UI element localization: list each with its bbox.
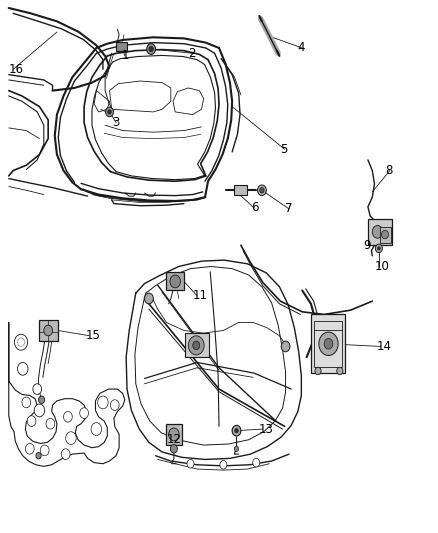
Text: 13: 13 (258, 423, 273, 435)
Circle shape (33, 384, 42, 394)
Circle shape (110, 400, 119, 410)
Bar (380, 227, 391, 243)
Bar (166, 272, 184, 290)
Text: 10: 10 (374, 260, 389, 273)
Circle shape (220, 461, 227, 469)
Circle shape (187, 459, 194, 468)
Bar (314, 321, 342, 367)
Circle shape (61, 449, 70, 459)
Circle shape (34, 404, 45, 417)
Text: 6: 6 (251, 201, 258, 214)
Text: 8: 8 (385, 164, 393, 177)
Bar (185, 333, 209, 357)
Circle shape (234, 446, 239, 451)
Circle shape (44, 325, 53, 336)
Circle shape (375, 244, 382, 253)
Circle shape (64, 411, 72, 422)
Circle shape (149, 46, 153, 52)
Circle shape (108, 110, 111, 114)
Circle shape (372, 225, 383, 238)
Text: 15: 15 (85, 329, 100, 342)
Circle shape (46, 418, 55, 429)
Circle shape (22, 397, 31, 408)
Bar (368, 219, 392, 245)
Text: 16: 16 (9, 63, 24, 76)
Circle shape (25, 443, 34, 454)
Circle shape (80, 408, 88, 418)
Circle shape (98, 396, 108, 409)
Circle shape (147, 44, 155, 54)
Circle shape (18, 362, 28, 375)
Bar (166, 424, 182, 445)
Text: 2: 2 (188, 47, 196, 60)
Circle shape (258, 185, 266, 196)
Bar (311, 314, 345, 373)
Text: 4: 4 (298, 42, 305, 54)
Circle shape (39, 396, 45, 403)
Bar (234, 185, 247, 195)
Bar (116, 42, 127, 51)
Circle shape (381, 230, 389, 239)
Circle shape (260, 188, 264, 193)
Circle shape (378, 247, 380, 250)
Circle shape (106, 107, 113, 117)
Circle shape (193, 341, 200, 350)
Text: 1: 1 (122, 50, 129, 62)
Circle shape (188, 336, 204, 355)
Circle shape (232, 425, 241, 436)
Circle shape (253, 458, 260, 467)
Circle shape (315, 367, 321, 375)
Text: 5: 5 (280, 143, 288, 156)
Circle shape (91, 423, 102, 435)
Circle shape (145, 293, 153, 304)
Text: 12: 12 (166, 433, 181, 446)
Circle shape (337, 367, 343, 375)
Circle shape (281, 341, 290, 352)
Circle shape (40, 445, 49, 456)
Circle shape (324, 338, 333, 349)
Circle shape (27, 416, 36, 426)
Circle shape (170, 275, 180, 288)
Text: 9: 9 (364, 239, 371, 252)
Bar (39, 320, 58, 341)
Circle shape (170, 445, 177, 453)
Circle shape (18, 338, 25, 346)
Text: 14: 14 (377, 340, 392, 353)
Circle shape (36, 453, 41, 459)
Text: 7: 7 (285, 203, 292, 215)
Circle shape (14, 334, 28, 350)
Text: 11: 11 (193, 289, 208, 302)
Circle shape (169, 428, 179, 441)
Circle shape (66, 432, 76, 445)
Circle shape (319, 332, 338, 356)
Circle shape (235, 429, 238, 433)
Text: 3: 3 (112, 116, 119, 129)
